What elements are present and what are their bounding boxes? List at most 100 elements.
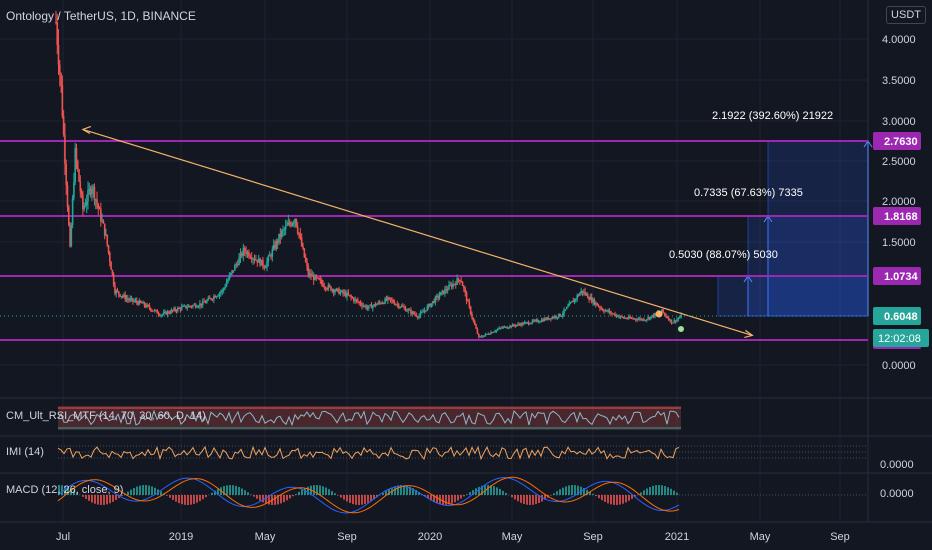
candle-body <box>123 294 125 297</box>
macd-indicator-label[interactable]: MACD (12, 26, close, 9) <box>6 484 124 496</box>
candle-body <box>525 322 527 324</box>
candle-body <box>91 188 93 195</box>
candle-body <box>502 326 504 328</box>
macd-histogram-bar <box>82 495 84 497</box>
candle-body <box>589 296 592 300</box>
candle-body <box>243 248 246 252</box>
candle-body <box>256 259 259 263</box>
candle-body <box>315 275 318 278</box>
candle-body <box>148 305 151 309</box>
macd-histogram-bar <box>442 495 444 505</box>
imi-line <box>57 445 680 461</box>
candle-body <box>559 313 561 317</box>
rsi-indicator-label[interactable]: CM_Ult_RSI_MTF (14, 70, 30, 60, D, 14) <box>6 410 206 422</box>
candle-body <box>592 299 594 303</box>
candle-body <box>528 323 531 325</box>
candle-body <box>662 309 665 313</box>
candle-body <box>366 307 369 309</box>
candle-body <box>62 116 65 135</box>
candle-body <box>603 310 605 312</box>
imi-indicator-label[interactable]: IMI (14) <box>6 446 44 458</box>
currency-button[interactable]: USDT <box>886 6 926 24</box>
candle-body <box>435 295 438 297</box>
macd-histogram-bar <box>223 486 225 495</box>
candle-body <box>115 290 118 294</box>
macd-histogram-bar <box>193 495 195 504</box>
candle-body <box>593 299 596 305</box>
macd-histogram-bar <box>178 495 180 504</box>
candle-body <box>128 299 130 301</box>
candle-body <box>550 318 552 320</box>
x-tick-label: Sep <box>830 531 850 543</box>
candle-body <box>116 290 119 292</box>
candle-body <box>661 309 663 313</box>
candle-body <box>165 311 168 315</box>
candle-body <box>211 299 214 301</box>
candle-body <box>318 277 320 280</box>
candle-body <box>357 300 359 302</box>
candle-body <box>168 311 170 313</box>
candle-body <box>506 327 509 329</box>
candle-body <box>71 197 74 226</box>
candle-body <box>133 301 135 303</box>
macd-histogram-bar <box>358 495 360 505</box>
candle-body <box>235 264 238 266</box>
candle-body <box>431 301 434 304</box>
candle-body <box>503 326 506 328</box>
macd-histogram-bar <box>247 492 249 495</box>
candle-body <box>344 292 347 297</box>
candle-body <box>406 310 408 312</box>
candle-body <box>229 273 232 276</box>
macd-histogram-bar <box>601 495 603 501</box>
candle-body <box>89 188 92 195</box>
candle-body <box>647 317 649 320</box>
candle-body <box>248 251 250 257</box>
candle-body <box>581 290 584 293</box>
candle-body <box>450 284 453 288</box>
candle-body <box>530 322 532 324</box>
macd-histogram-bar <box>406 485 408 495</box>
macd-histogram-bar <box>343 495 345 500</box>
x-tick-label: Sep <box>337 531 357 543</box>
candle-body <box>343 292 346 294</box>
candle-body <box>517 323 519 325</box>
candle-body <box>490 332 492 334</box>
macd-histogram-bar <box>436 495 438 504</box>
candle-body <box>442 290 445 294</box>
candle-body <box>425 310 427 312</box>
candle-body <box>666 316 669 319</box>
macd-histogram-bar <box>196 495 198 503</box>
macd-histogram-bar <box>577 485 579 495</box>
macd-histogram-bar <box>418 492 420 495</box>
macd-histogram-bar <box>676 492 678 495</box>
candle-body <box>239 252 242 258</box>
candle-body <box>654 313 656 317</box>
candle-body <box>440 292 442 296</box>
macd-histogram-bar <box>634 495 636 497</box>
candle-body <box>532 320 535 322</box>
candle-body <box>374 303 377 306</box>
macd-histogram-bar <box>298 491 300 495</box>
projection-box <box>767 140 869 317</box>
candle-body <box>255 259 257 261</box>
candle-body <box>193 304 196 306</box>
candle-body <box>242 248 245 256</box>
candle-body <box>143 302 146 306</box>
projection-label: 2.1922 (392.60%) 21922 <box>712 110 833 122</box>
candle-body <box>106 234 109 246</box>
candle-body <box>206 300 208 303</box>
macd-histogram-bar <box>604 495 606 502</box>
macd-histogram-bar <box>241 488 243 495</box>
candle-body <box>73 182 75 198</box>
candle-body <box>298 232 300 235</box>
candle-body <box>207 297 210 301</box>
y-tick-label: 2.0000 <box>882 196 916 208</box>
macd-histogram-bar <box>574 485 576 495</box>
x-tick-label: May <box>750 531 771 543</box>
candle-body <box>496 329 499 331</box>
candle-body <box>61 85 64 117</box>
candle-body <box>641 318 644 320</box>
macd-histogram-bar <box>106 495 108 505</box>
candle-body <box>186 307 189 309</box>
